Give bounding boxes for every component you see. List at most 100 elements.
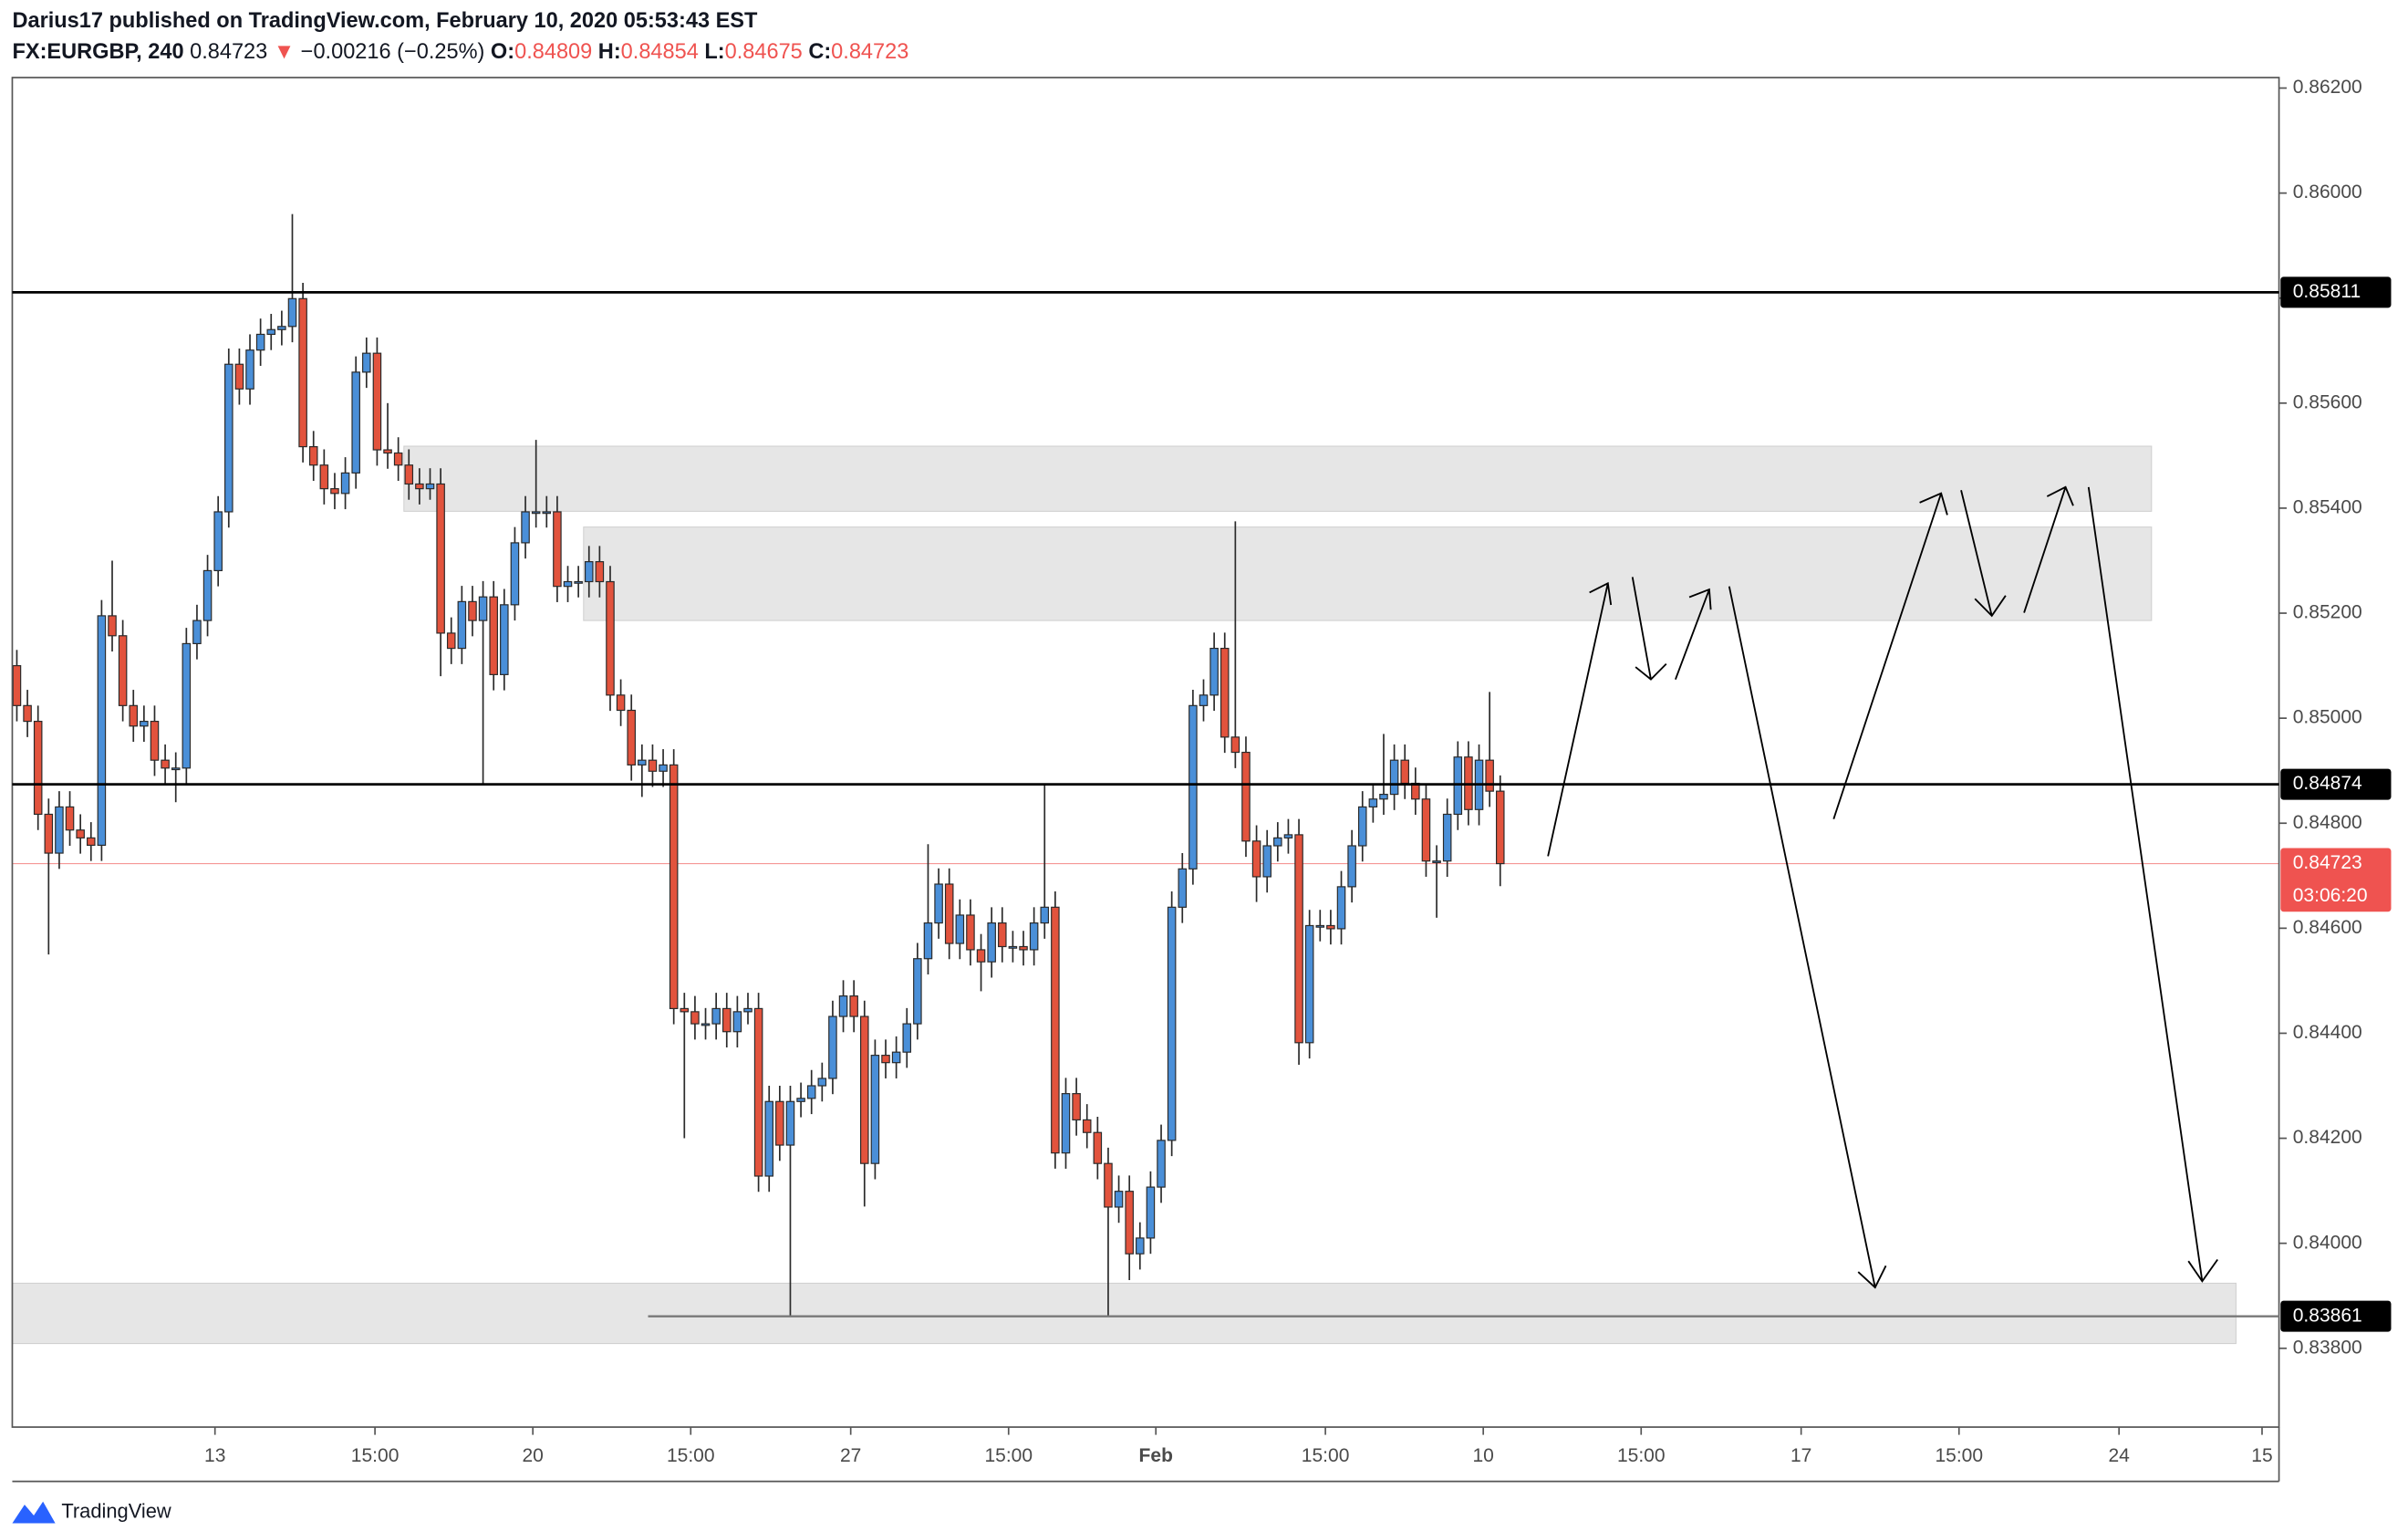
candle-body	[415, 483, 424, 490]
candle-body	[521, 511, 530, 544]
candle-body	[870, 1055, 880, 1164]
candle-body	[340, 472, 350, 495]
publish-text: Darius17 published on TradingView.com, F…	[12, 9, 757, 33]
candle-body	[1188, 704, 1198, 870]
arrow	[2087, 486, 2218, 1283]
candle-body	[255, 333, 265, 351]
candle-body	[446, 632, 456, 650]
close-label: C:	[808, 40, 831, 64]
candle-body	[287, 297, 297, 328]
candle-body	[616, 694, 626, 712]
candle-body	[351, 371, 360, 474]
candle-body	[1347, 845, 1356, 888]
candle-body	[308, 446, 318, 466]
candle-body	[902, 1023, 912, 1053]
arrow	[1547, 581, 1613, 857]
candle-body	[721, 1007, 732, 1033]
candle-body	[1304, 924, 1314, 1044]
candle-body	[987, 922, 996, 963]
y-tick-label: 0.85200	[2293, 602, 2362, 623]
candle-body	[828, 1015, 837, 1079]
candle-body	[182, 642, 192, 769]
candle-body	[711, 1007, 721, 1025]
candle-body	[966, 914, 975, 951]
candle-body	[1357, 806, 1367, 847]
high-label: H:	[598, 40, 621, 64]
y-tick-label: 0.85400	[2293, 496, 2362, 517]
candle-body	[638, 759, 647, 766]
candle-body	[1315, 924, 1325, 928]
countdown: 03:06:20	[2293, 885, 2368, 906]
x-tick-label: 15:00	[1935, 1445, 1983, 1466]
level-label: 0.84874	[2293, 773, 2362, 794]
candle-body	[934, 883, 943, 924]
candle-body	[12, 664, 22, 706]
candle-body	[627, 709, 636, 766]
plot-area	[11, 445, 2279, 1345]
candle-body	[1178, 868, 1188, 908]
brand-logo	[12, 1501, 56, 1524]
zone	[11, 1282, 2237, 1345]
candle-body	[1040, 906, 1050, 924]
candle-body	[1326, 924, 1335, 930]
y-tick-label: 0.84600	[2293, 917, 2362, 938]
candle-body	[891, 1051, 901, 1064]
candle-body	[753, 1007, 763, 1177]
candle-body	[913, 958, 922, 1025]
candle-body	[362, 352, 371, 373]
candle-body	[648, 759, 658, 772]
candle-body	[330, 488, 339, 495]
level-label: 0.85811	[2293, 281, 2361, 302]
candle-body	[944, 883, 954, 944]
candle-body	[775, 1100, 784, 1146]
y-tick-label: 0.84400	[2293, 1022, 2362, 1043]
candle-body	[171, 767, 181, 771]
x-tick-label: Feb	[1139, 1445, 1173, 1466]
candle-body	[955, 914, 965, 944]
candle-body	[1114, 1191, 1124, 1208]
symbol: FX:EURGBP, 240	[12, 40, 183, 64]
zone	[403, 445, 2153, 512]
brand: TradingView	[12, 1499, 171, 1524]
candle-body	[1273, 837, 1282, 847]
candle-body	[55, 806, 64, 854]
candle-body	[192, 620, 202, 645]
plot-border	[11, 77, 2280, 1428]
candle-body	[701, 1023, 711, 1026]
y-tick-label: 0.86000	[2293, 182, 2362, 203]
candle-body	[1061, 1093, 1071, 1154]
candle-body	[65, 806, 75, 831]
x-tick-label: 10	[1472, 1445, 1493, 1466]
candle-body	[680, 1007, 690, 1013]
candle-body	[150, 720, 160, 761]
arrow	[1832, 492, 1948, 819]
candle-body	[1294, 834, 1303, 1044]
candle-body	[436, 483, 445, 634]
candle-body	[1136, 1237, 1145, 1255]
arrow	[1728, 586, 1887, 1289]
candle-body	[998, 922, 1007, 948]
x-tick-label: 15:00	[667, 1445, 715, 1466]
candle-body	[266, 328, 276, 336]
candle-body	[1336, 886, 1346, 930]
level-label-box	[2280, 768, 2392, 800]
candle-body	[108, 615, 117, 637]
y-tick-label: 0.86200	[2293, 77, 2362, 98]
candle-body	[510, 542, 520, 606]
candle-body	[1262, 845, 1271, 878]
candle-body	[1157, 1140, 1166, 1188]
candle-body	[1442, 813, 1452, 862]
publish-line: Darius17 published on TradingView.com, F…	[12, 9, 757, 33]
candle-body	[298, 297, 307, 448]
candle-body	[1167, 906, 1177, 1141]
candle-body	[817, 1078, 827, 1087]
x-tick-label: 27	[840, 1445, 861, 1466]
candle-body	[478, 596, 488, 621]
candle-body	[224, 363, 234, 513]
y-tick-label: 0.83800	[2293, 1337, 2362, 1358]
change-arrow: ▼	[274, 40, 295, 64]
x-tick-label: 24	[2108, 1445, 2130, 1466]
x-tick-label: 15:00	[1302, 1445, 1350, 1466]
